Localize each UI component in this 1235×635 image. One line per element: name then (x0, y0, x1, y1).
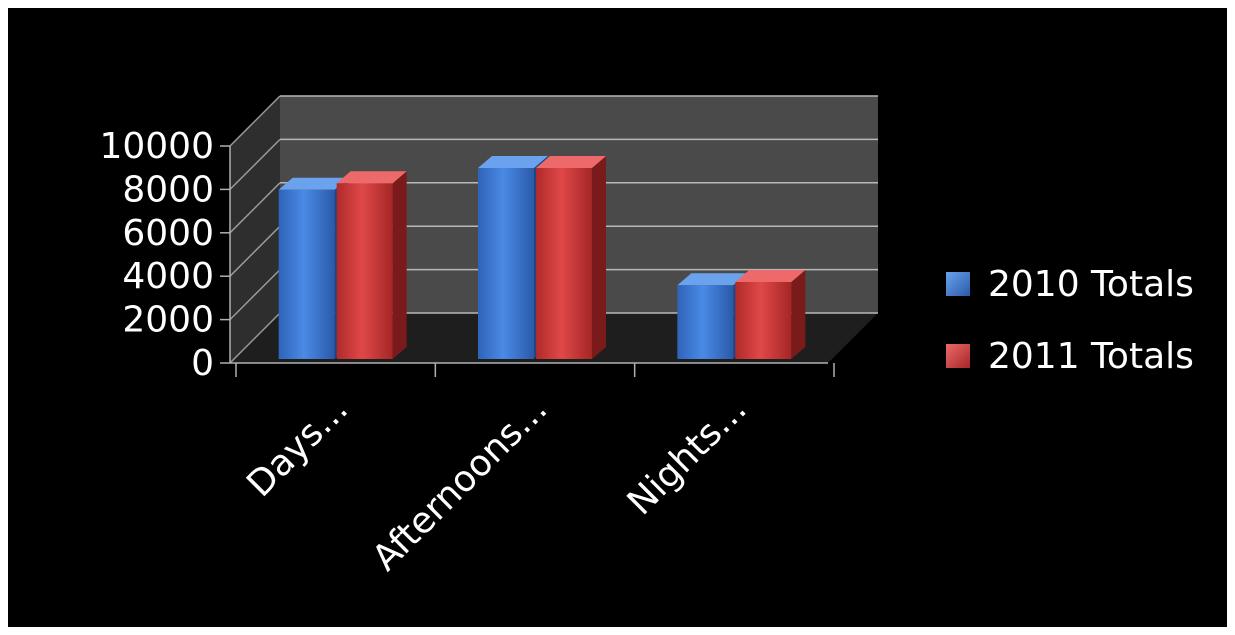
bar (735, 269, 806, 359)
bar-top (536, 156, 606, 169)
legend-swatch (946, 272, 970, 296)
bar-front (677, 285, 734, 359)
bar-front (735, 281, 792, 359)
gridline-side (229, 138, 281, 190)
bar (536, 156, 606, 359)
bar (677, 273, 748, 359)
chart-frame: 0 2000 4000 6000 8000 10000 Days... Afternoons.… (8, 8, 1227, 627)
y-tick-label: 6000 (122, 213, 214, 254)
bar-side (592, 156, 606, 359)
bar (336, 171, 407, 359)
x-category-label: Nights... (620, 388, 755, 523)
gridline-side (229, 225, 281, 277)
y-tick-label: 0 (191, 343, 214, 384)
bar-top (677, 273, 748, 286)
gridline-side (229, 312, 281, 364)
legend-label: 2011 Totals (988, 336, 1194, 377)
bar-front (478, 168, 534, 359)
y-tick-label: 4000 (122, 256, 214, 297)
bar-side (791, 269, 806, 359)
y-tick-label: 8000 (122, 169, 214, 210)
bar-top (735, 269, 806, 282)
gridline-side (229, 95, 281, 147)
x-category-label: Days... (239, 388, 356, 505)
bar-front (536, 168, 592, 359)
y-tick-label: 10000 (99, 126, 214, 167)
bar-front (278, 189, 335, 359)
bar-side (392, 171, 407, 359)
gridline-side (229, 269, 281, 321)
side-wall (230, 96, 280, 363)
gridline-side (229, 182, 281, 234)
legend-label: 2010 Totals (988, 264, 1194, 305)
legend: 2010 Totals 2011 Totals (946, 264, 1194, 377)
bar-top (478, 156, 548, 169)
legend-swatch (946, 344, 970, 368)
bar-top (336, 171, 407, 184)
x-category-label: Afternoons... (365, 388, 556, 579)
bar-top (278, 177, 349, 190)
bars (278, 156, 806, 359)
y-tick-label: 2000 (122, 300, 214, 341)
bar-front (336, 183, 393, 359)
